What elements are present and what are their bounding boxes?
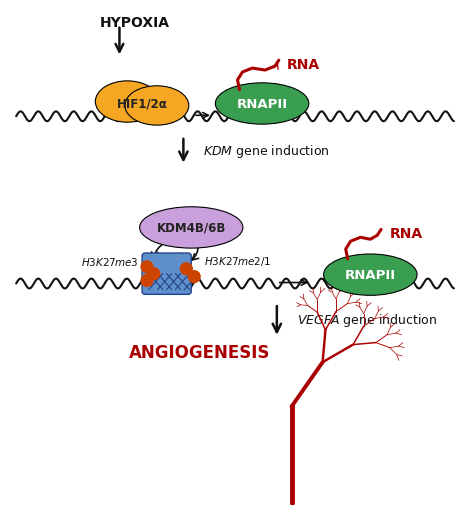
- Text: HIF1/2α: HIF1/2α: [117, 98, 167, 111]
- Text: RNA: RNA: [287, 58, 320, 72]
- Circle shape: [141, 262, 153, 273]
- Circle shape: [148, 268, 160, 280]
- Text: $\it{KDM}$ gene induction: $\it{KDM}$ gene induction: [203, 143, 330, 160]
- Text: RNA: RNA: [390, 227, 423, 241]
- Circle shape: [141, 275, 153, 287]
- Text: $\it{H3K27me2/1}$: $\it{H3K27me2/1}$: [204, 255, 271, 268]
- Ellipse shape: [324, 254, 417, 296]
- FancyBboxPatch shape: [142, 253, 191, 295]
- Ellipse shape: [215, 83, 309, 125]
- Text: KDM4B/6B: KDM4B/6B: [156, 221, 226, 235]
- Circle shape: [188, 271, 200, 283]
- Ellipse shape: [125, 87, 189, 126]
- Text: $\it{H3K27me3}$: $\it{H3K27me3}$: [81, 256, 138, 267]
- Text: $\it{VEGFA}$ gene induction: $\it{VEGFA}$ gene induction: [297, 312, 437, 329]
- Ellipse shape: [140, 207, 243, 248]
- Text: HYPOXIA: HYPOXIA: [100, 16, 170, 30]
- Text: RNAPII: RNAPII: [345, 269, 396, 281]
- Ellipse shape: [95, 82, 159, 123]
- Circle shape: [181, 263, 192, 275]
- Text: ANGIOGENESIS: ANGIOGENESIS: [129, 344, 271, 362]
- Text: RNAPII: RNAPII: [237, 98, 288, 111]
